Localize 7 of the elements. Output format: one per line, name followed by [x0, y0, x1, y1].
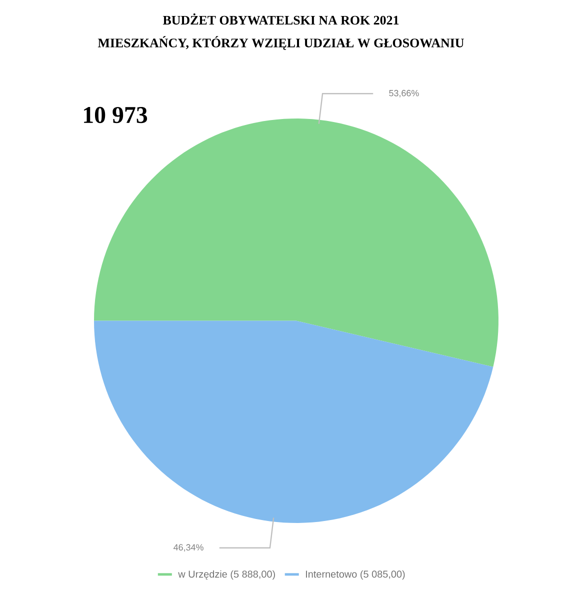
legend-label: Internetowo (5 085,00) — [306, 570, 405, 580]
data-label: 53,66% — [389, 90, 419, 98]
data-label: 46,34% — [174, 544, 204, 552]
legend-label: w Urzędzie (5 888,00) — [178, 570, 275, 580]
chart-title: BUDŻET OBYWATELSKI NA ROK 2021 — [162, 13, 399, 25]
text: 10 973 — [84, 106, 148, 124]
chart-subtitle: MIESZKAŃCY, KTÓRZY WZIĘLI UDZIAŁ W GŁOSOWANIU — [98, 36, 464, 50]
